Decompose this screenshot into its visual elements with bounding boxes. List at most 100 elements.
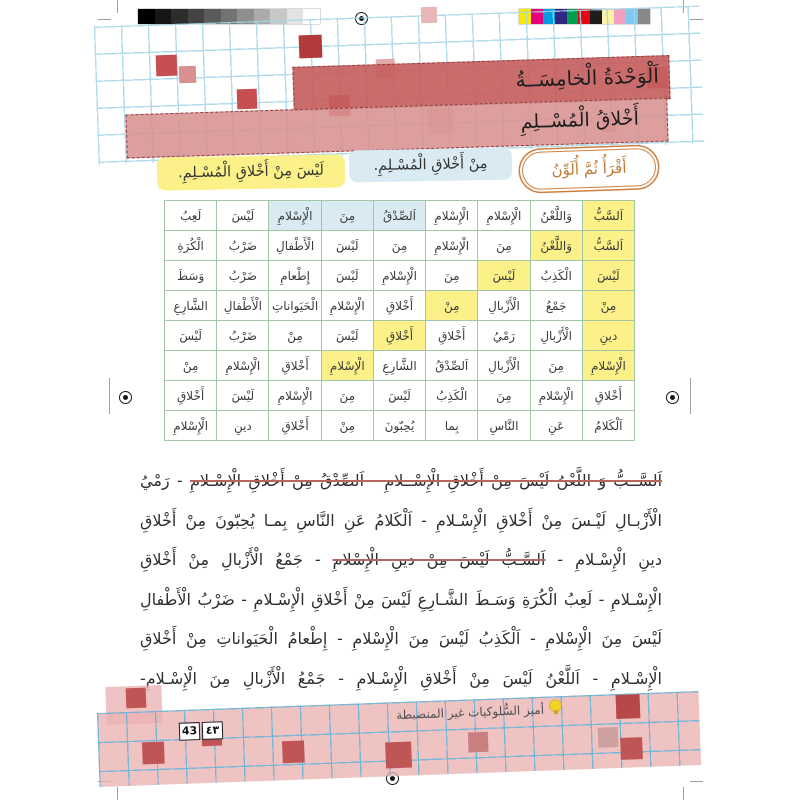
word-grid-table: اَلسَّبُّ وَاللَّعْنُ الْإِسْلامِ الْإِسْلا…	[163, 200, 636, 441]
word-grid-row: اَلسَّبُّ وَاللَّعْنُ الْإِسْلامِ الْإِسْلا…	[163, 200, 636, 231]
decor-square	[282, 740, 305, 764]
decor-square	[615, 694, 641, 720]
word-cell: الْكُرَةِ	[163, 230, 218, 261]
decor-square	[125, 687, 147, 709]
word-cell: الشَّارِعِ	[163, 290, 218, 321]
word-cell: إِطْعامِ	[268, 260, 322, 291]
word-cell: اَلسَّبُّ	[581, 200, 636, 231]
word-cell: الْأَزْبالِ	[477, 290, 531, 321]
sentence-line: الْأَزْبـالِ لَيْـسَ مِنْ أَخْلاقِ الْإِ…	[140, 501, 662, 541]
word-cell: اَلْكَلامُ	[581, 410, 636, 441]
word-cell: لَيْسَ	[581, 260, 636, 291]
crop-mark	[683, 787, 684, 800]
word-cell: مِنْ	[163, 350, 218, 381]
registration-mark	[666, 391, 679, 404]
word-cell: مِنْ	[425, 290, 479, 321]
word-grid-row: اَلسَّبُّ وَاللَّعْنُ مِنَ الْإِسْلامِ مِنَ ل…	[163, 230, 636, 261]
crop-mark	[98, 19, 111, 20]
word-cell: مِنَ	[477, 380, 531, 411]
word-cell: أَخْلاقِ	[163, 380, 218, 411]
word-cell: أَخْلاقِ	[372, 290, 427, 321]
word-cell: لَعِبُ	[163, 200, 218, 231]
word-cell: جَمْعُ	[529, 290, 583, 321]
word-cell: الْإِسْلامِ	[216, 350, 270, 381]
word-grid-row: دينِ الْأَزْبالِ رَمْيُ أَخْلاقِ أَخْلاقِ لَي…	[163, 320, 636, 351]
word-cell: لَيْسَ	[216, 380, 270, 411]
word-cell: الْإِسْلامِ	[529, 380, 583, 411]
unit-title: اَلْوَحْدَةُ الْخامِسَــةُ	[515, 63, 660, 92]
word-cell: اَلصِّدْقُ	[372, 200, 427, 231]
phrase: الْإِسْـلامِ - اَللَّعْنُ لَيْسَ مِنْ أَ…	[140, 668, 662, 688]
word-cell: ضَرْبُ	[216, 320, 270, 351]
word-cell: بِما	[425, 410, 479, 441]
word-cell: لَيْسَ	[216, 200, 270, 231]
sentence-line: دينِ الْإِسْـلامِ - اَلسَّـبُّ لَيْسَ مِ…	[140, 540, 662, 580]
calibration-swatch	[138, 9, 155, 24]
word-cell: الْأَطْفالِ	[268, 230, 322, 261]
word-cell: رَمْيُ	[477, 320, 531, 351]
page-number-arabic: ٤٣	[201, 721, 224, 740]
word-cell: الْإِسْلامِ	[320, 290, 374, 321]
word-cell: الْإِسْلامِ	[372, 260, 427, 291]
word-cell: دينِ	[581, 320, 636, 351]
word-cell: الْإِسْلامِ	[425, 200, 479, 231]
word-cell: ضَرْبُ	[216, 230, 270, 261]
word-cell: ضَرْبُ	[216, 260, 270, 291]
word-cell: الْإِسْلامِ	[581, 350, 636, 381]
sentence-line: الْإِسْـلامِ - اَللَّعْنُ لَيْسَ مِنْ أَ…	[140, 659, 662, 699]
word-grid-row: أَخْلاقِ الْإِسْلامِ مِنَ الْكَذِبُ لَيْسَ مِ…	[163, 380, 636, 411]
word-cell: أَخْلاقِ	[425, 320, 479, 351]
word-cell: أَخْلاقِ	[581, 380, 636, 411]
word-cell: مِنَ	[425, 260, 479, 291]
lesson-objective: أميز السُّلوكيات غير المنضبطة	[395, 702, 545, 723]
sentence-line: اَلسَّــبُّ وَ اللَّعْنُ لَيْسَ مِنْ أَخ…	[140, 461, 662, 501]
word-cell: مِنْ	[268, 320, 322, 351]
word-cell: الْحَيَواناتِ	[268, 290, 322, 321]
decor-square	[467, 731, 489, 753]
word-cell: أَخْلاقِ	[268, 410, 322, 441]
crop-mark	[690, 781, 703, 782]
calibration-swatch	[171, 9, 188, 24]
phrase: دينِ الْإِسْـلامِ -	[545, 550, 663, 569]
word-cell: الْإِسْلامِ	[163, 410, 218, 441]
word-cell: الْأَزْبالِ	[477, 350, 531, 381]
word-cell: الْإِسْلامِ	[268, 380, 322, 411]
word-cell: لَيْسَ	[320, 260, 374, 291]
calibration-swatch	[187, 9, 204, 24]
phrase: الْأَزْبـالِ لَيْـسَ مِنْ أَخْلاقِ الْإِ…	[140, 510, 662, 530]
calibration-swatch	[220, 9, 237, 24]
word-cell: وَسَطَ	[163, 260, 218, 291]
word-cell: الْإِسْلامِ	[268, 200, 322, 231]
word-cell: اَلصِّدْقُ	[425, 350, 479, 381]
decor-square	[620, 737, 643, 760]
word-grid-row: لَيْسَ الْكَذِبُ لَيْسَ مِنَ الْإِسْلامِ لَيْ…	[163, 260, 636, 291]
calibration-swatch	[154, 9, 171, 24]
word-cell: أَخْلاقِ	[268, 350, 322, 381]
page-number-latin: 43	[178, 722, 201, 741]
word-cell: الْكَذِبُ	[425, 380, 479, 411]
legend-not-from-islam: لَيْسَ مِنْ أَخْلاقِ الْمُسْـلِمِ.	[156, 154, 346, 191]
word-cell: الْإِسْلامِ	[320, 350, 374, 381]
word-cell: الشَّارِعِ	[372, 350, 427, 381]
word-cell: لَيْسَ	[163, 320, 218, 351]
crop-mark	[117, 0, 118, 13]
word-cell: لَيْسَ	[477, 260, 531, 291]
word-grid: اَلسَّبُّ وَاللَّعْنُ الْإِسْلامِ الْإِسْلا…	[163, 200, 636, 441]
lesson-title: أَخْلاقُ الْمُسْــلِمِ	[520, 107, 640, 134]
decor-square	[597, 726, 619, 748]
word-cell: النَّاسِ	[477, 410, 531, 441]
calibration-swatch	[204, 9, 221, 24]
word-cell: مِنَ	[320, 200, 374, 231]
decor-square	[385, 741, 413, 769]
word-grid-row: مِنْ جَمْعُ الْأَزْبالِ مِنْ أَخْلاقِ الْإِسْ…	[163, 290, 636, 321]
decor-square	[141, 741, 165, 765]
lightbulb-icon	[549, 700, 562, 712]
word-grid-row: اَلْكَلامُ عَنِ النَّاسِ بِما يُحِبّونَ مِنْ أ…	[163, 410, 636, 441]
word-cell: أَخْلاقِ	[372, 320, 427, 351]
word-cell: مِنْ	[581, 290, 636, 321]
word-cell: دينِ	[216, 410, 270, 441]
word-cell: مِنَ	[529, 350, 583, 381]
struck-phrase: اَلسَّـبُّ لَيْسَ مِنْ دينِ الْإِسْلامِ	[332, 550, 546, 569]
word-cell: يُحِبّونَ	[372, 410, 427, 441]
